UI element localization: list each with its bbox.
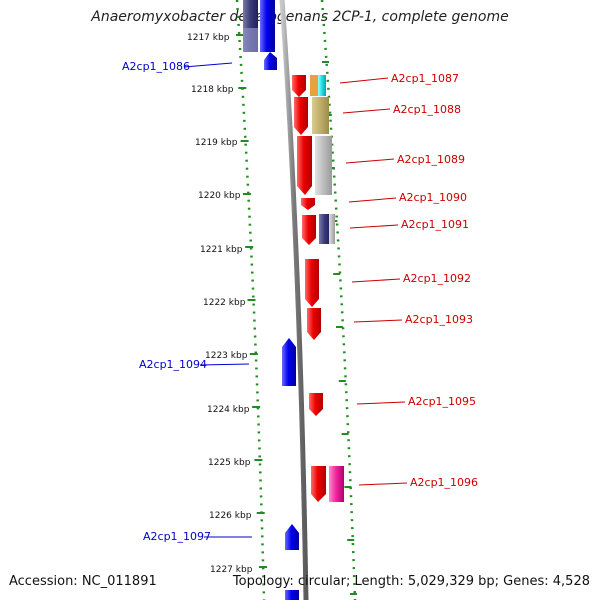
kbp-label: 1219 kbp: [195, 138, 238, 148]
gene-A2cp1-1086[interactable]: [264, 52, 277, 70]
gene-A2cp1-1091[interactable]: [302, 215, 316, 245]
kbp-label: 1221 kbp: [200, 245, 243, 255]
topology-text: Topology: circular; Length: 5,029,329 bp…: [232, 574, 590, 589]
gene-label-A2cp1-1091[interactable]: A2cp1_1091: [401, 218, 469, 231]
gene-label-A2cp1-1096[interactable]: A2cp1_1096: [410, 476, 478, 489]
dotted-track-right: [320, 0, 357, 600]
gene-label-A2cp1-1092[interactable]: A2cp1_1092: [403, 272, 471, 285]
gene-A2cp1-1089-gray[interactable]: [315, 136, 332, 195]
kbp-labels: 1217 kbp 1218 kbp 1219 kbp 1220 kbp 1221…: [187, 33, 253, 575]
kbp-label: 1222 kbp: [203, 298, 246, 308]
gene-bottom-partial[interactable]: [285, 590, 299, 600]
kbp-label: 1227 kbp: [210, 565, 253, 575]
gene-A2cp1-1087-orange[interactable]: [310, 75, 319, 96]
gene-labels-right: A2cp1_1087 A2cp1_1088 A2cp1_1089 A2cp1_1…: [391, 72, 478, 489]
kbp-label: 1226 kbp: [209, 511, 252, 521]
map-title: Anaeromyxobacter dehalogenans 2CP-1, com…: [91, 9, 509, 25]
gene-features: [243, 0, 344, 600]
gene-A2cp1-1088-khaki[interactable]: [312, 97, 329, 134]
kbp-label: 1218 kbp: [191, 85, 234, 95]
kbp-label: 1217 kbp: [187, 33, 230, 43]
gene-A2cp1-1087[interactable]: [292, 75, 306, 97]
gene-A2cp1-1093[interactable]: [307, 308, 321, 340]
gene-labels-left: A2cp1_1086 A2cp1_1094 A2cp1_1097: [122, 60, 211, 543]
kbp-ticks: [236, 34, 357, 595]
gene-A2cp1-1091-navy[interactable]: [319, 214, 330, 244]
genome-backbone: [279, 0, 309, 600]
gene-A2cp1-1091-gray[interactable]: [329, 214, 335, 244]
gene-A2cp1-1092[interactable]: [305, 259, 319, 307]
callout-lines: [183, 62, 408, 538]
gene-label-A2cp1-1093[interactable]: A2cp1_1093: [405, 313, 473, 326]
gene-label-A2cp1-1089[interactable]: A2cp1_1089: [397, 153, 465, 166]
accession-text: Accession: NC_011891: [9, 574, 157, 589]
gene-A2cp1-1088[interactable]: [294, 97, 308, 135]
gene-A2cp1-1094[interactable]: [282, 338, 296, 386]
gene-top-a-lower[interactable]: [243, 0, 258, 8]
gene-label-A2cp1-1095[interactable]: A2cp1_1095: [408, 395, 476, 408]
gene-label-A2cp1-1086[interactable]: A2cp1_1086: [122, 60, 190, 73]
gene-A2cp1-1096[interactable]: [311, 466, 326, 502]
gene-label-A2cp1-1087[interactable]: A2cp1_1087: [391, 72, 459, 85]
gene-A2cp1-1090[interactable]: [301, 198, 315, 210]
gene-A2cp1-1095[interactable]: [309, 393, 323, 416]
gene-label-A2cp1-1090[interactable]: A2cp1_1090: [399, 191, 467, 204]
gene-top-b[interactable]: [260, 0, 275, 52]
gene-A2cp1-1087-cyan[interactable]: [318, 75, 326, 96]
kbp-label: 1224 kbp: [207, 405, 250, 415]
gene-top-c[interactable]: [243, 28, 258, 52]
kbp-label: 1225 kbp: [208, 458, 251, 468]
gene-label-A2cp1-1097[interactable]: A2cp1_1097: [143, 530, 211, 543]
gene-label-A2cp1-1094[interactable]: A2cp1_1094: [139, 358, 207, 371]
kbp-label: 1223 kbp: [205, 351, 248, 361]
gene-label-A2cp1-1088[interactable]: A2cp1_1088: [393, 103, 461, 116]
gene-A2cp1-1097[interactable]: [285, 524, 299, 550]
kbp-label: 1220 kbp: [198, 191, 241, 201]
gene-A2cp1-1096-magenta[interactable]: [329, 466, 344, 502]
gene-A2cp1-1089[interactable]: [297, 136, 312, 195]
